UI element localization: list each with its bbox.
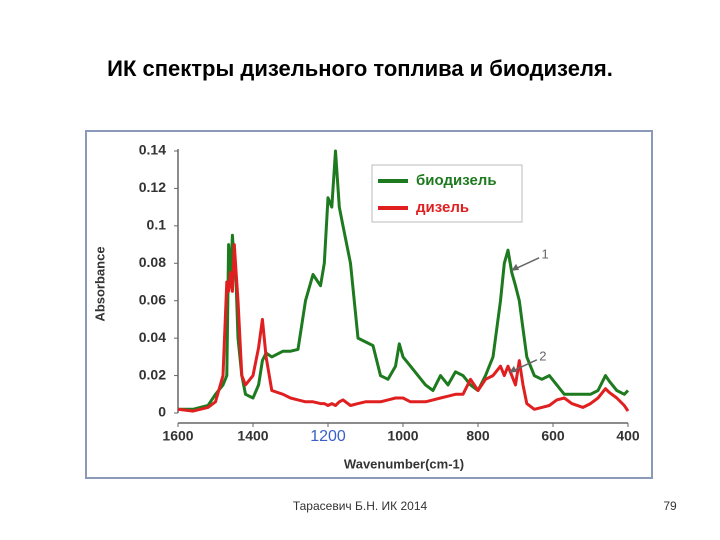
y-tick-label: 0.14 bbox=[139, 142, 166, 158]
x-tick-label: 400 bbox=[616, 428, 640, 444]
x-tick-label: 1200 bbox=[310, 428, 346, 445]
arrow-head bbox=[511, 263, 520, 271]
y-axis-label: Absorbance bbox=[92, 246, 107, 321]
footer: Тарасевич Б.Н. ИК 2014 bbox=[293, 499, 428, 513]
legend-label: биодизель bbox=[416, 172, 497, 189]
y-tick-label: 0.04 bbox=[139, 329, 166, 345]
chart-frame bbox=[85, 130, 653, 479]
legend-label: дизель bbox=[416, 199, 469, 216]
y-tick-label: 0.02 bbox=[139, 366, 166, 382]
spectrum-line bbox=[177, 243, 630, 413]
legend-box bbox=[371, 164, 523, 223]
x-tick-label: 1600 bbox=[162, 428, 193, 444]
page-number: 79 bbox=[663, 499, 677, 513]
y-tick-label: 0.08 bbox=[139, 254, 166, 270]
y-tick-label: 0.12 bbox=[139, 179, 166, 195]
x-axis-label: Wavenumber(cm-1) bbox=[344, 456, 464, 471]
x-tick-label: 800 bbox=[466, 428, 490, 444]
x-tick-label: 1400 bbox=[237, 428, 268, 444]
annotation: 2 bbox=[539, 348, 546, 363]
annotation: 1 bbox=[542, 246, 549, 261]
x-tick-label: 1000 bbox=[387, 428, 418, 444]
y-tick-label: 0.1 bbox=[147, 217, 167, 233]
y-tick-label: 0 bbox=[158, 404, 166, 420]
y-tick-label: 0.06 bbox=[139, 291, 166, 307]
x-tick-label: 600 bbox=[541, 428, 565, 444]
arrow-head bbox=[508, 365, 517, 373]
slide-title: ИК спектры дизельного топлива и биодизел… bbox=[107, 56, 613, 81]
